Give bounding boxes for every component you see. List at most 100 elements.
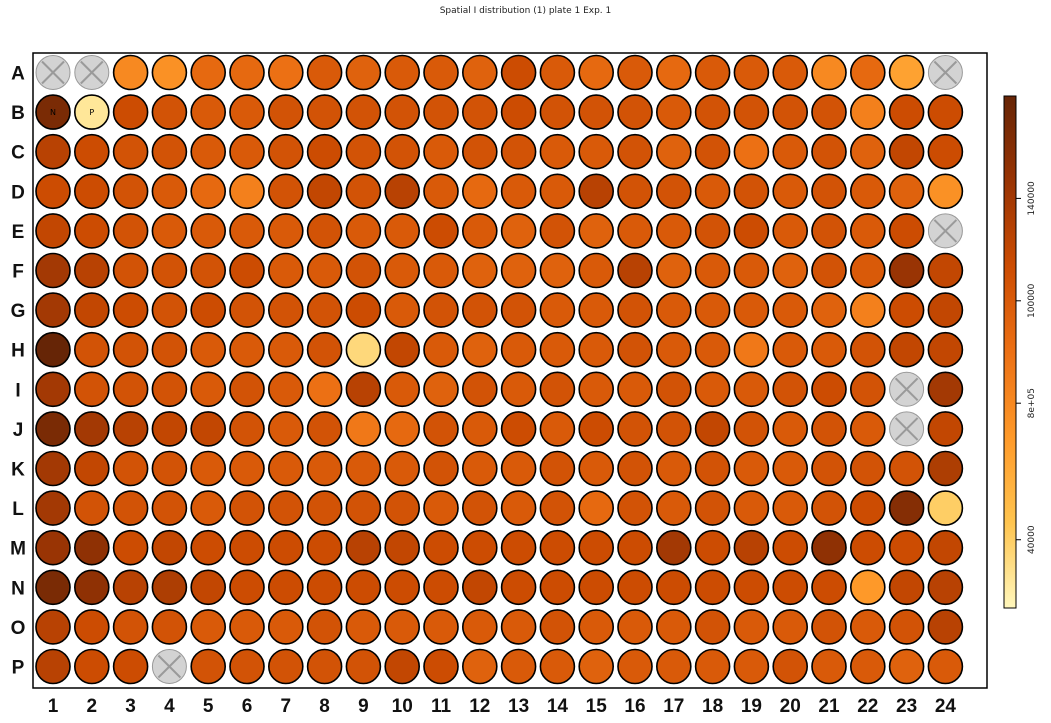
well-J3 bbox=[112, 411, 149, 447]
well-P9 bbox=[345, 648, 382, 685]
well-J17 bbox=[655, 411, 692, 447]
well-N13 bbox=[500, 569, 537, 606]
well-C2-dot bbox=[74, 133, 110, 170]
well-D14 bbox=[539, 173, 576, 210]
well-B14-dot bbox=[539, 94, 576, 130]
well-K20 bbox=[772, 450, 809, 487]
well-I4 bbox=[151, 371, 188, 408]
well-L18-dot bbox=[694, 490, 731, 526]
well-K8-dot bbox=[306, 450, 343, 487]
well-F17-dot bbox=[655, 252, 692, 289]
well-P6-dot bbox=[229, 648, 265, 685]
well-M24 bbox=[927, 529, 964, 566]
well-J5 bbox=[190, 411, 226, 447]
well-B13-dot bbox=[500, 94, 537, 130]
well-J14 bbox=[539, 411, 576, 447]
well-E19 bbox=[733, 213, 770, 249]
well-B12 bbox=[461, 94, 498, 130]
well-H10 bbox=[384, 331, 421, 368]
well-C23 bbox=[888, 133, 925, 170]
well-D12-dot bbox=[461, 173, 498, 210]
well-F13-dot bbox=[500, 252, 537, 289]
column-label-21: 21 bbox=[818, 696, 840, 717]
well-B7-dot bbox=[267, 94, 304, 130]
well-O15-dot bbox=[578, 609, 615, 645]
well-I24 bbox=[927, 371, 964, 408]
well-B1-dot bbox=[35, 94, 71, 130]
well-C3-dot bbox=[112, 133, 149, 170]
well-C17 bbox=[655, 133, 692, 170]
well-C3 bbox=[112, 133, 149, 170]
well-A21 bbox=[811, 54, 847, 91]
well-C13 bbox=[500, 133, 537, 170]
well-G8 bbox=[306, 292, 343, 328]
well-F18-dot bbox=[694, 252, 731, 289]
well-O18 bbox=[694, 609, 731, 645]
well-A6 bbox=[229, 54, 265, 91]
well-J20-dot bbox=[772, 411, 809, 447]
well-H3-dot bbox=[112, 331, 149, 368]
well-K16-dot bbox=[617, 450, 653, 487]
well-I19 bbox=[733, 371, 770, 408]
well-N8-dot bbox=[306, 569, 343, 606]
well-D21 bbox=[811, 173, 847, 210]
well-H7 bbox=[267, 331, 304, 368]
well-K4-dot bbox=[151, 450, 188, 487]
well-N23-dot bbox=[888, 569, 925, 606]
well-K20-dot bbox=[772, 450, 809, 487]
well-I21-dot bbox=[811, 371, 847, 408]
well-G24 bbox=[927, 292, 964, 328]
well-K23-dot bbox=[888, 450, 925, 487]
well-H14-dot bbox=[539, 331, 576, 368]
well-P12 bbox=[461, 648, 498, 685]
well-D6 bbox=[229, 173, 265, 210]
well-I5-dot bbox=[190, 371, 226, 408]
column-label-13: 13 bbox=[508, 696, 529, 717]
well-K18-dot bbox=[694, 450, 731, 487]
well-J17-dot bbox=[655, 411, 692, 447]
row-label-G: G bbox=[11, 301, 26, 322]
well-L14 bbox=[539, 490, 576, 526]
well-G13 bbox=[500, 292, 537, 328]
well-C9-dot bbox=[345, 133, 382, 170]
well-N4-dot bbox=[151, 569, 188, 606]
well-O4 bbox=[151, 609, 188, 645]
well-I11 bbox=[423, 371, 459, 408]
well-I17 bbox=[655, 371, 692, 408]
well-N19-dot bbox=[733, 569, 770, 606]
well-D9-dot bbox=[345, 173, 382, 210]
well-P1 bbox=[35, 648, 71, 685]
well-G21-dot bbox=[811, 292, 847, 328]
well-P3 bbox=[112, 648, 149, 685]
well-N17 bbox=[655, 569, 692, 606]
well-B23 bbox=[888, 94, 925, 130]
well-H13 bbox=[500, 331, 537, 368]
well-B8-dot bbox=[306, 94, 343, 130]
well-G8-dot bbox=[306, 292, 343, 328]
well-I11-dot bbox=[423, 371, 459, 408]
well-H19-dot bbox=[733, 331, 770, 368]
well-M16 bbox=[617, 529, 653, 566]
well-C7-dot bbox=[267, 133, 304, 170]
well-E1 bbox=[35, 213, 71, 249]
well-J4-dot bbox=[151, 411, 188, 447]
well-C1-dot bbox=[35, 133, 71, 170]
well-F8-dot bbox=[306, 252, 343, 289]
well-K10 bbox=[384, 450, 421, 487]
well-E9-dot bbox=[345, 213, 382, 249]
well-K11 bbox=[423, 450, 459, 487]
well-N5-dot bbox=[190, 569, 226, 606]
well-G14 bbox=[539, 292, 576, 328]
well-I1-dot bbox=[35, 371, 71, 408]
well-E2-dot bbox=[74, 213, 110, 249]
well-N11 bbox=[423, 569, 459, 606]
well-A6-dot bbox=[229, 54, 265, 91]
well-G15-dot bbox=[578, 292, 615, 328]
well-B4 bbox=[151, 94, 188, 130]
well-P24-dot bbox=[927, 648, 964, 685]
well-D1-dot bbox=[35, 173, 71, 210]
well-O1 bbox=[35, 609, 71, 645]
well-K11-dot bbox=[423, 450, 459, 487]
well-G4-dot bbox=[151, 292, 188, 328]
